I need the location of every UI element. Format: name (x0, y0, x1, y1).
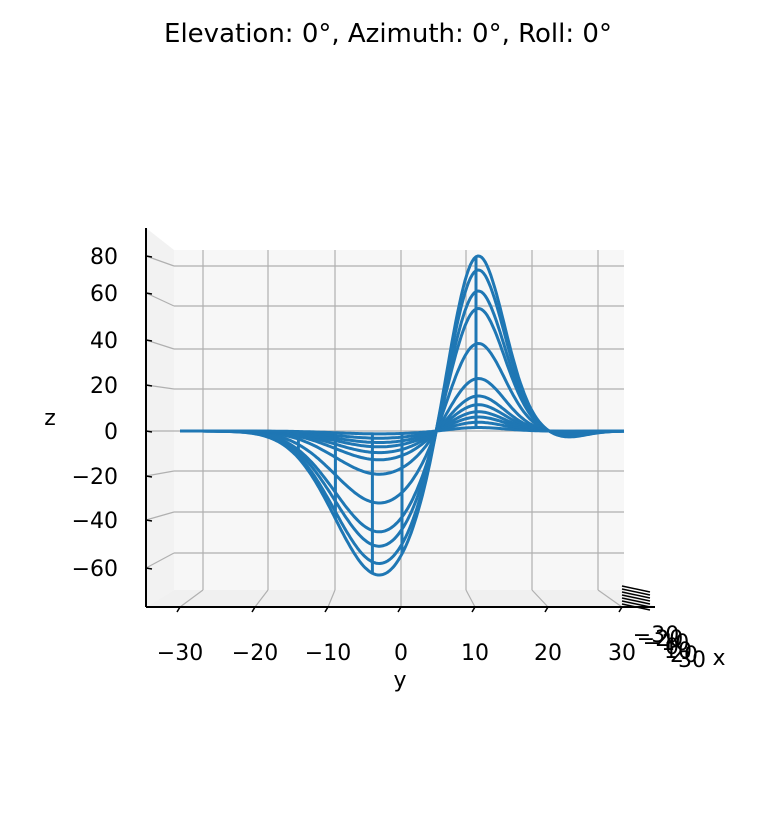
z-tick-labels: 80 60 40 20 0 −20 −40 −60 (72, 245, 118, 582)
y-tick (471, 606, 476, 613)
x-tick (621, 597, 651, 605)
x-tick-label: −10 (643, 631, 689, 656)
side-pane (146, 228, 174, 607)
floor-grid-line (254, 589, 269, 608)
floor-grid-line (465, 589, 476, 608)
floor-grid-line (179, 589, 204, 608)
back-pane (174, 250, 624, 590)
z-tick (145, 255, 153, 258)
x-tick (621, 585, 651, 593)
z-tick-label: 40 (90, 329, 118, 354)
y-tick (544, 606, 549, 613)
z-tick (145, 292, 153, 295)
y-tick (251, 606, 256, 613)
tick-marks (145, 255, 651, 613)
y-tick-label: 10 (461, 641, 489, 666)
chart-title: Elevation: 0°, Azimuth: 0°, Roll: 0° (164, 19, 612, 49)
y-tick-label: 30 (608, 641, 636, 666)
x-tick (621, 600, 651, 608)
z-tick-label: −40 (72, 509, 118, 534)
y-tick-labels: −30 −20 −10 0 10 20 30 (157, 641, 636, 666)
floor-grid-line (531, 589, 549, 608)
floor-grid-line (597, 589, 623, 608)
z-tick-label: 60 (90, 282, 118, 307)
x-tick (621, 603, 651, 611)
side-grid-line (145, 255, 175, 267)
z-tick-label: 80 (90, 245, 118, 270)
y-tick (618, 606, 623, 613)
z-tick-label: 20 (90, 374, 118, 399)
y-tick-label: −10 (305, 641, 351, 666)
y-tick (397, 606, 402, 613)
z-tick (145, 339, 153, 342)
side-grid-line (145, 292, 175, 307)
y-tick (324, 606, 329, 613)
x-tick-label: 10 (664, 639, 692, 664)
z-tick-label: −60 (72, 557, 118, 582)
wireframe-series (180, 254, 625, 577)
floor-grid-line (327, 589, 336, 608)
x-tick-label: 20 (670, 643, 698, 668)
y-tick-label: 0 (394, 641, 408, 666)
z-tick (145, 567, 153, 570)
y-tick-label: −20 (232, 641, 278, 666)
z-tick (145, 384, 153, 387)
z-tick (145, 430, 153, 433)
y-tick-label: −30 (157, 641, 203, 666)
z-tick (145, 519, 153, 522)
x-tick (621, 594, 651, 602)
x-axis-label: x (712, 646, 725, 671)
y-tick (176, 606, 181, 613)
z-tick-label: −20 (72, 465, 118, 490)
side-grid-line (145, 552, 175, 569)
x-tick (621, 588, 651, 596)
y-tick-label: 20 (534, 641, 562, 666)
x-tick-label: 0 (665, 635, 679, 660)
x-tick (621, 591, 651, 599)
y-axis-label: y (393, 668, 406, 693)
x-tick-label: 30 (678, 648, 706, 673)
x-tick-label: −30 (633, 623, 679, 648)
side-grid-line (145, 511, 175, 521)
x-tick-label: −20 (637, 627, 683, 652)
z-tick (145, 475, 153, 478)
z-axis-label: z (44, 406, 56, 431)
z-tick-label: 0 (104, 420, 118, 445)
side-grid-line (145, 470, 175, 477)
